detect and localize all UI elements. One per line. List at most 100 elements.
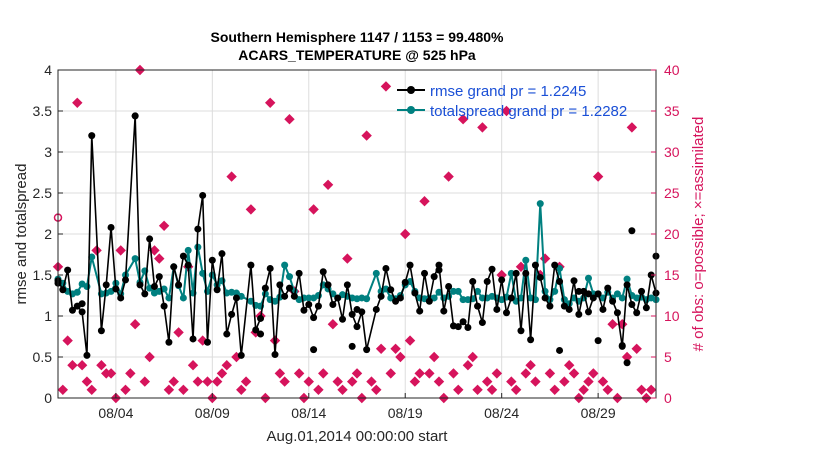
right-tick-label: 25 [664,185,680,201]
totalspread-point [83,282,91,290]
rmse-point [584,290,592,298]
obs-assimilated-marker [154,253,165,264]
rmse-point [319,268,327,276]
rmse-point [223,330,231,338]
obs-assimilated-marker [530,376,541,387]
rmse-point [623,281,631,289]
rmse-point [257,330,265,338]
rmse-point [334,294,342,302]
obs-assimilated-marker [236,384,247,396]
obs-assimilated-marker [76,359,88,371]
rmse-point [401,278,409,286]
rmse-point [88,132,96,140]
rmse-point [329,301,337,309]
rmse-point [271,351,279,359]
left-tick-label: 2 [44,226,52,242]
rmse-point [194,225,202,233]
totalspread-point [613,290,621,298]
rmse-point [613,309,621,317]
rmse-point [266,264,274,272]
obs-assimilated-marker [308,204,319,215]
grid-lines [58,69,656,399]
rmse-point [411,289,419,297]
obs-assimilated-marker [57,384,69,396]
obs-assimilated-marker [597,376,609,387]
totalspread-point [536,200,544,208]
rmse-point [522,269,530,277]
rmse-point [261,284,269,292]
rmse-point [440,307,448,315]
rmse-point [343,281,351,289]
x-tick-label: 08/29 [581,405,616,421]
obs-assimilated-marker [168,376,179,387]
totalspread-point [435,288,443,296]
legend-rmse-label: rmse grand pr = 1.2245 [430,83,586,100]
left-axis-label: rmse and totalspread [13,164,30,305]
rmse-point [570,277,578,285]
rmse-point [204,338,211,346]
obs-assimilated-marker [486,384,498,396]
obs-assimilated-marker [636,384,647,396]
rmse-point [247,261,255,269]
rmse-point [59,286,67,294]
obs-assimilated-marker [192,376,204,387]
obs-assimilated-marker [337,384,348,396]
obs-assimilated-marker [105,368,117,379]
rmse-point [112,285,120,293]
totalspread-point [584,274,592,282]
obs-assimilated-marker [303,376,314,387]
rmse-point [565,305,573,313]
obs-assimilated-marker [313,384,324,396]
obs-assimilated-marker [563,359,575,371]
rmse-point [589,294,597,302]
rmse-point [599,305,607,313]
rmse-point [527,336,535,344]
rmse-point [150,282,158,290]
obs-assimilated-marker [626,122,638,133]
rmse-point [208,256,216,264]
obs-assimilated-marker [491,368,503,379]
obs-assimilated-marker [115,245,126,256]
obs-assimilated-marker [284,113,295,125]
obs-assimilated-marker [274,368,286,379]
obs-assimilated-marker [525,359,536,371]
right-tick-label: 30 [664,144,680,160]
obs-assimilated-marker [322,179,334,191]
obs-assimilated-marker [568,368,580,379]
totalspread-point [459,296,467,304]
rmse-point [507,294,515,302]
totalspread-point [517,294,525,302]
obs-assimilated-marker [125,368,136,379]
rmse-point [305,301,313,309]
left-tick-label: 0.5 [33,349,53,365]
rmse-point [541,294,549,302]
obs-assimilated-marker [645,384,657,396]
obs-assimilated-marker [178,384,189,396]
obs-assimilated-marker [443,171,454,182]
obs-assimilated-marker [173,327,184,338]
obs-assimilated-marker [216,368,228,379]
rmse-point [628,301,636,309]
totalspread-point [281,261,289,269]
rmse-point [377,292,385,300]
rmse-point [300,306,308,314]
rmse-point [64,266,72,274]
obs-assimilated-marker [187,359,199,371]
legend-rmse-marker [407,86,415,94]
rmse-point [276,281,284,289]
rmse-point [493,305,501,313]
rmse-point [339,315,347,323]
obs-assimilated-marker [457,113,469,125]
rmse-point [310,346,318,354]
rmse-point [310,314,318,322]
x-tick-label: 08/09 [195,405,230,421]
left-tick-label: 3.5 [33,103,53,119]
rmse-point [575,287,583,295]
rmse-point [136,281,144,289]
obs-assimilated-marker [332,376,343,387]
x-tick-label: 08/04 [98,405,133,421]
totalspread-point [165,294,173,302]
rmse-point [232,294,240,302]
obs-assimilated-marker [211,376,223,387]
obs-assimilated-marker [506,376,517,387]
